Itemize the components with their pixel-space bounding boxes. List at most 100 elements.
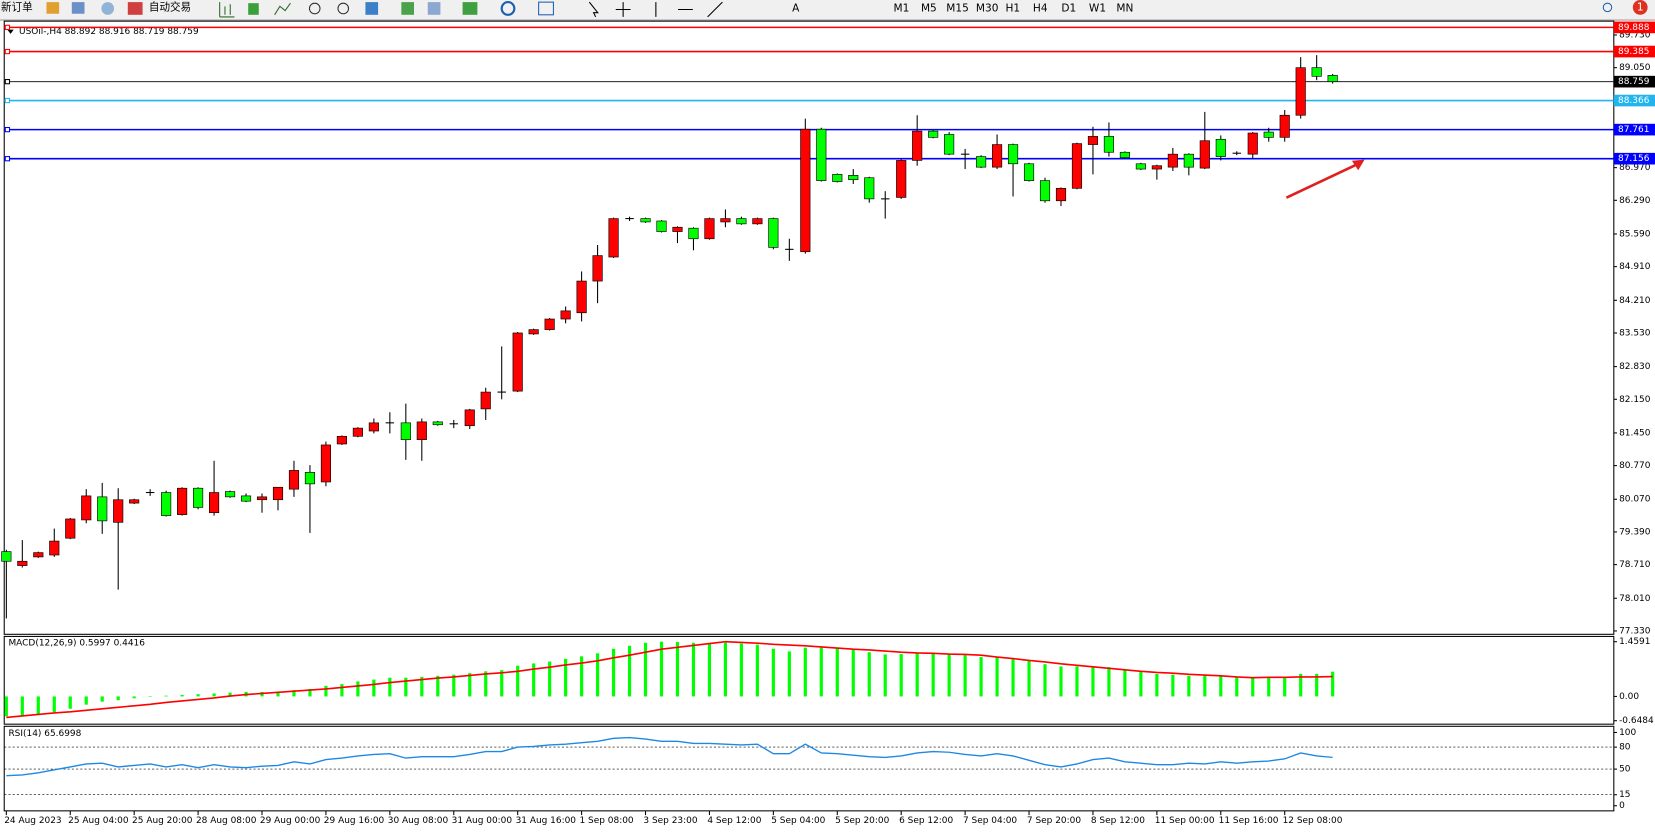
candle-body	[1055, 187, 1067, 202]
y-tick-label: -0.6484	[1619, 716, 1654, 726]
x-tick-label: 7 Sep 04:00	[963, 816, 1017, 826]
candle-body	[1119, 151, 1130, 158]
zoom-in-icon[interactable]	[308, 2, 321, 15]
y-tick-label: 89.730	[1619, 30, 1651, 40]
icon[interactable]	[401, 2, 415, 15]
timeframe-button[interactable]: H1	[1005, 2, 1020, 14]
macd-bar	[675, 642, 680, 697]
price-label-bg	[1613, 152, 1655, 165]
candle-body	[352, 427, 363, 437]
macd-bar	[292, 690, 296, 697]
candle-body	[129, 499, 140, 504]
tile-icon[interactable]	[365, 2, 379, 15]
x-tick-label: 28 Aug 08:00	[196, 816, 257, 826]
timeframe-button[interactable]: MN	[1116, 2, 1133, 14]
x-tick-label: 12 Sep 08:00	[1283, 816, 1343, 826]
price-label-bg	[1613, 94, 1655, 107]
icon[interactable]	[101, 2, 115, 15]
x-tick-label: 11 Sep 00:00	[1155, 816, 1215, 826]
auto-trading-icon[interactable]	[127, 2, 143, 15]
search-icon[interactable]	[1602, 2, 1613, 13]
candle-body	[65, 518, 76, 539]
macd-bar	[1315, 673, 1319, 697]
candle-body	[240, 495, 252, 502]
macd-bar	[84, 696, 88, 705]
timeframe-button[interactable]: W1	[1089, 2, 1106, 14]
macd-panel	[3, 635, 1615, 725]
price-line-handle	[4, 97, 11, 104]
candle-body	[1, 551, 12, 562]
macd-bar	[915, 653, 919, 697]
timeframe-button[interactable]: M30	[976, 2, 999, 14]
timeframe-button[interactable]: M15	[946, 2, 969, 14]
timeframe-button[interactable]: M1	[894, 2, 910, 14]
annotation-arrowhead	[1351, 159, 1365, 171]
template-icon[interactable]	[538, 1, 554, 16]
candle-body	[896, 160, 907, 198]
macd-bar	[755, 644, 759, 697]
price-label: 87.761	[1618, 125, 1649, 135]
price-line-handle	[4, 24, 11, 31]
period-icon[interactable]	[500, 1, 516, 16]
macd-bar	[164, 695, 168, 697]
macd-bar	[20, 696, 24, 716]
icon[interactable]	[427, 2, 441, 15]
y-tick-label: 100	[1619, 728, 1636, 738]
macd-bar	[1331, 671, 1335, 697]
line-tools[interactable]	[655, 1, 723, 18]
icon[interactable]	[71, 2, 85, 14]
price-label: 89.385	[1618, 47, 1649, 57]
macd-bar	[548, 661, 552, 697]
candle-body	[720, 218, 731, 223]
auto-trading-button[interactable]: 自动交易	[149, 0, 191, 13]
candle-body	[656, 220, 667, 232]
candle-body	[336, 435, 347, 445]
macd-bar	[404, 677, 408, 697]
candle-body	[608, 218, 619, 258]
new-order-button[interactable]: 新订单	[1, 0, 33, 13]
x-tick-label: 31 Aug 16:00	[516, 816, 577, 826]
candle-body	[1007, 144, 1019, 165]
y-tick-label: 0	[1619, 801, 1625, 811]
timeframe-button[interactable]: D1	[1061, 2, 1076, 14]
price-line-handle	[4, 48, 11, 55]
line-chart-icon[interactable]	[274, 2, 291, 16]
notification-badge[interactable]	[1632, 0, 1648, 15]
y-tick-label: 80.770	[1619, 461, 1651, 471]
indicators-icon[interactable]	[462, 2, 478, 15]
candle-body	[177, 487, 188, 515]
y-tick-label: 78.710	[1619, 560, 1651, 570]
candle-body	[544, 318, 555, 330]
timeframe-button[interactable]: H4	[1033, 2, 1048, 14]
macd-bar	[1027, 660, 1031, 697]
candle-body	[272, 486, 284, 501]
macd-bar	[1107, 667, 1111, 697]
macd-bar	[132, 696, 136, 699]
macd-bar	[1203, 674, 1207, 697]
crosshair-icon[interactable]	[615, 2, 631, 17]
cursor-icon[interactable]	[588, 1, 599, 18]
icon[interactable]	[46, 2, 60, 14]
timeframe-button[interactable]: M5	[921, 2, 937, 14]
candle-body	[560, 310, 571, 320]
candle-body	[224, 491, 236, 498]
macd-title: MACD(12,26,9) 0.5997 0.4416	[8, 638, 145, 648]
macd-bar	[1171, 674, 1175, 697]
zoom-out-icon[interactable]	[337, 2, 350, 15]
macd-bar	[931, 653, 935, 697]
price-label: 88.366	[1618, 96, 1650, 106]
price-label-bg	[1613, 45, 1655, 58]
candle-body	[1295, 67, 1306, 116]
candle-body	[1023, 163, 1035, 181]
y-tick-label: 0.00	[1619, 692, 1639, 702]
text-tool[interactable]: A	[792, 2, 800, 14]
candle-body	[1199, 140, 1210, 169]
macd-bar	[851, 649, 855, 697]
x-tick-label: 3 Sep 23:00	[643, 816, 697, 826]
candle-icon[interactable]	[248, 3, 259, 15]
main-panel	[3, 20, 1615, 635]
bar-chart-icon[interactable]	[219, 2, 235, 18]
x-tick-label: 8 Sep 12:00	[1091, 816, 1145, 826]
notification-count[interactable]: 1	[1637, 1, 1644, 13]
